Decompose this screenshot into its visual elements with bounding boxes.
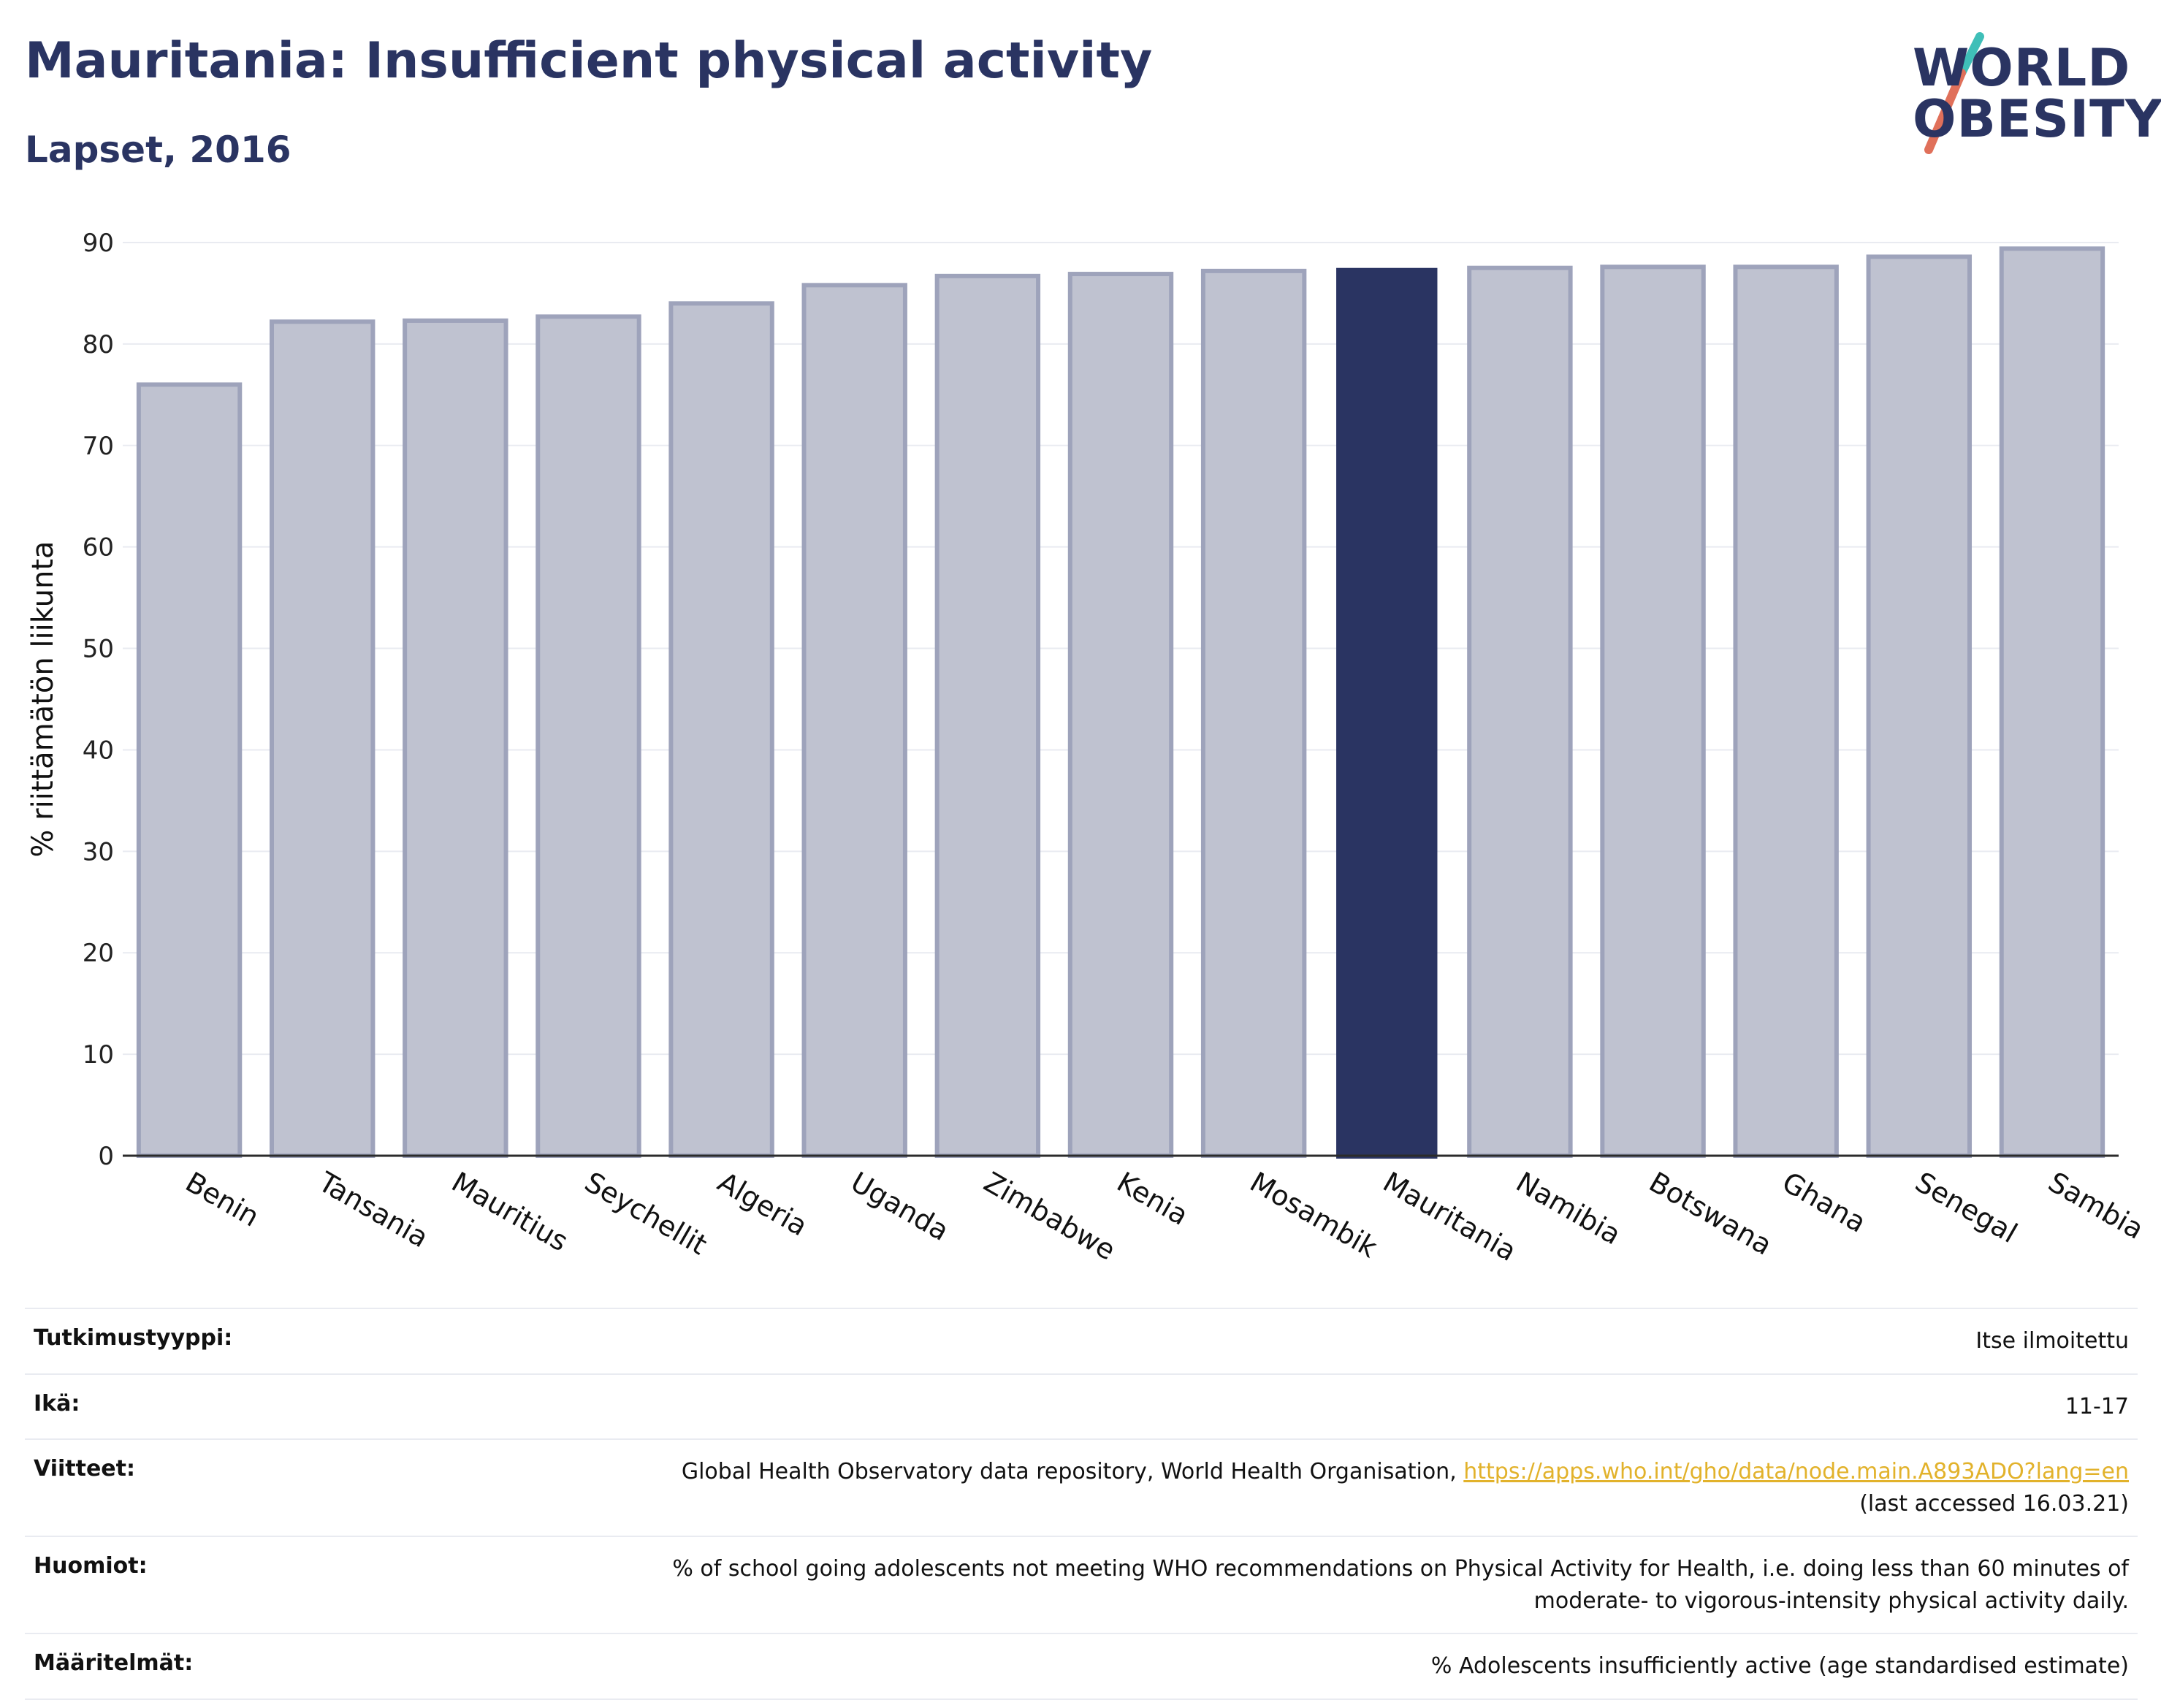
meta-row-notes: Huomiot: % of school going adolescents n… [25, 1537, 2138, 1634]
metadata-table: Tutkimustyyppi: Itse ilmoitettu Ikä: 11-… [25, 1308, 2138, 1700]
meta-row-study-type: Tutkimustyyppi: Itse ilmoitettu [25, 1309, 2138, 1375]
reference-link[interactable]: https://apps.who.int/gho/data/node.main.… [1463, 1459, 2129, 1484]
notes-line-2: moderate- to vigorous-intensity physical… [1533, 1587, 2129, 1614]
y-tick-label: 80 [83, 330, 114, 359]
x-tick-label: Senegal [1910, 1166, 2022, 1250]
x-tick-label: Mauritania [1378, 1166, 1522, 1267]
meta-row-definitions: Määritelmät: % Adolescents insufficientl… [25, 1634, 2138, 1700]
bar-sambia [1999, 246, 2105, 1158]
bars [136, 246, 2105, 1159]
meta-label: Viitteet: [34, 1456, 135, 1482]
chart-subtitle: Lapset, 2016 [25, 129, 291, 171]
chart-title: Mauritania: Insufficient physical activi… [25, 32, 1153, 90]
bar-namibia [1467, 265, 1573, 1159]
x-tick-label: Tansania [313, 1165, 434, 1254]
meta-value: % Adolescents insufficiently active (age… [1430, 1653, 2129, 1679]
bar-kenia [1067, 272, 1174, 1159]
x-tick-label: Zimbabwe [978, 1166, 1121, 1267]
meta-label: Tutkimustyyppi: [34, 1325, 233, 1351]
bar-mauritius [403, 318, 508, 1158]
y-tick-label: 40 [83, 736, 114, 765]
bar-mauritania [1336, 267, 1438, 1159]
x-tick-label: Benin [180, 1166, 265, 1233]
x-tick-label: Uganda [845, 1166, 954, 1247]
meta-value: 11-17 [2065, 1393, 2129, 1419]
bar-uganda [801, 283, 907, 1158]
meta-label: Ikä: [34, 1390, 80, 1417]
y-tick-label: 50 [83, 635, 114, 664]
bar-zimbabwe [934, 273, 1041, 1158]
y-tick-label: 60 [83, 533, 114, 563]
y-axis-label: % riittämätön liikunta [26, 541, 60, 857]
y-tick-label: 70 [83, 432, 114, 461]
x-tick-label: Mauritius [446, 1166, 573, 1258]
meta-label: Määritelmät: [34, 1650, 194, 1676]
x-tick-label: Ghana [1777, 1166, 1872, 1239]
reference-text: Global Health Observatory data repositor… [681, 1459, 1464, 1484]
x-tick-label: Mosambik [1245, 1166, 1383, 1265]
notes-line-1: % of school going adolescents not meetin… [672, 1556, 2129, 1582]
y-tick-label: 10 [83, 1040, 114, 1070]
y-tick-label: 90 [83, 229, 114, 258]
bar-ghana [1733, 264, 1839, 1158]
meta-label: Huomiot: [34, 1553, 148, 1579]
x-tick-label: Sambia [2043, 1166, 2149, 1246]
bar-seychellit [536, 314, 641, 1158]
bar-senegal [1866, 254, 1973, 1158]
bar-algeria [668, 301, 774, 1158]
x-tick-label: Botswana [1644, 1166, 1777, 1262]
y-tick-label: 0 [98, 1142, 114, 1171]
x-tick-label: Seychellit [579, 1166, 712, 1262]
logo-word-obesity: OBESITY [1913, 89, 2161, 149]
meta-row-references: Viitteet: Global Health Observatory data… [25, 1440, 2138, 1537]
meta-value: % of school going adolescents not meetin… [672, 1553, 2138, 1617]
x-tick-label: Kenia [1112, 1166, 1194, 1232]
x-tick-label: Algeria [712, 1166, 813, 1243]
bar-botswana [1600, 264, 1706, 1158]
logo-word-world: WORLD [1913, 38, 2131, 98]
bar-mosambik [1200, 268, 1307, 1158]
bar-tansania [269, 319, 376, 1158]
logo-slash-icon [1924, 32, 1984, 154]
y-tick-label: 20 [83, 939, 114, 968]
y-tick-label: 30 [83, 837, 114, 866]
meta-row-age: Ikä: 11-17 [25, 1375, 2138, 1440]
meta-value: Global Health Observatory data repositor… [682, 1456, 2138, 1520]
x-tick-labels: Benin Tansania Mauritius Seychellit Algeria U… [180, 1165, 2149, 1267]
reference-accessed: (last accessed 16.03.21) [1859, 1490, 2129, 1517]
x-tick-label: Namibia [1511, 1166, 1626, 1251]
meta-value: Itse ilmoitettu [1975, 1328, 2129, 1354]
bar-benin [136, 382, 243, 1158]
y-tick-labels: 0 10 20 30 40 50 60 70 80 90 [83, 229, 114, 1171]
bar-chart: 0 10 20 30 40 50 60 70 80 90 Benin Tansania Mauriti… [26, 229, 2149, 1267]
world-obesity-logo: WORLD OBESITY [1907, 29, 2161, 161]
